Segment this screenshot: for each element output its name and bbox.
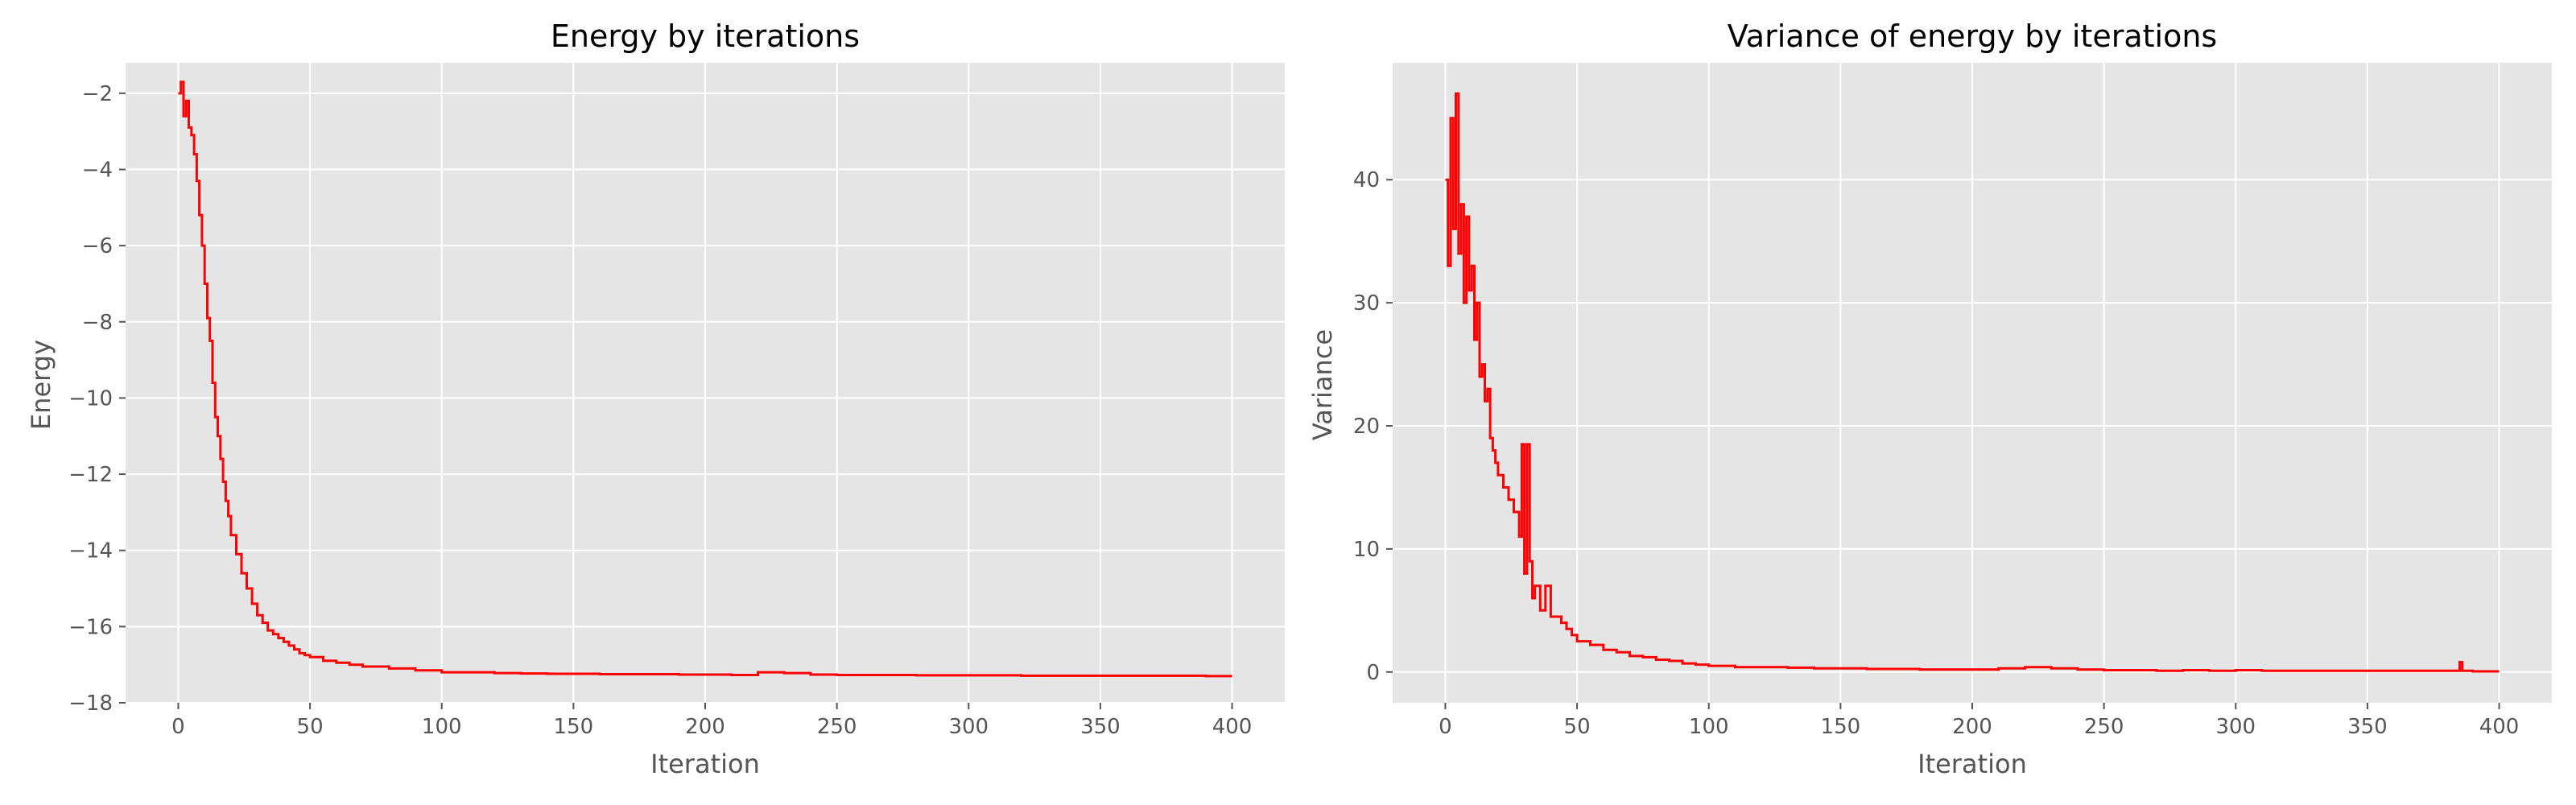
energy-x-tick-label: 300 [948, 715, 989, 739]
variance-x-tick-label: 300 [2215, 715, 2256, 739]
variance-x-tick-label: 50 [1564, 715, 1591, 739]
variance-x-tick-label: 150 [1821, 715, 1861, 739]
variance-chart-panel: Variance of energy by iterations Iterati… [1307, 19, 2552, 779]
variance-y-tick-label: 40 [1353, 168, 1380, 192]
energy-x-tick-label: 100 [422, 715, 462, 739]
energy-chart-panel: Energy by iterations Iteration Energy 0 5… [26, 19, 1285, 779]
variance-x-tick-label: 350 [2347, 715, 2388, 739]
energy-chart-ylabel: Energy [26, 340, 56, 430]
energy-y-tick-label: −12 [68, 463, 113, 487]
energy-y-tick-label: −18 [68, 691, 113, 716]
variance-x-tick-label: 400 [2479, 715, 2520, 739]
variance-chart-title: Variance of energy by iterations [1728, 19, 2217, 54]
variance-x-tick-label: 0 [1439, 715, 1452, 739]
energy-x-tick-label: 0 [171, 715, 185, 739]
variance-x-tick-label: 250 [2084, 715, 2124, 739]
energy-x-tick-label: 400 [1212, 715, 1253, 739]
energy-chart-title: Energy by iterations [551, 19, 860, 54]
energy-x-tick-label: 200 [685, 715, 725, 739]
energy-y-tick-label: −6 [82, 234, 113, 258]
variance-y-tick-label: 30 [1353, 291, 1380, 316]
variance-chart-xlabel: Iteration [1918, 749, 2027, 779]
energy-x-tick-label: 250 [817, 715, 857, 739]
energy-x-tick-label: 350 [1080, 715, 1121, 739]
variance-y-tick-label: 0 [1366, 661, 1380, 685]
energy-y-tick-label: −4 [82, 159, 113, 183]
energy-y-tick-label: −8 [82, 311, 113, 335]
variance-chart-ylabel: Variance [1307, 329, 1338, 440]
variance-series-line [1445, 92, 2500, 673]
energy-x-tick-label: 150 [554, 715, 594, 739]
energy-y-tick-label: −14 [68, 539, 113, 564]
energy-y-tick-label: −10 [68, 386, 113, 411]
variance-y-tick-label: 20 [1353, 415, 1380, 439]
energy-x-tick-label: 50 [297, 715, 324, 739]
variance-x-tick-label: 200 [1952, 715, 1992, 739]
energy-y-tick-label: −16 [68, 615, 113, 639]
energy-chart-xlabel: Iteration [650, 749, 760, 779]
variance-x-tick-label: 100 [1689, 715, 1729, 739]
variance-y-tick-label: 10 [1353, 538, 1380, 562]
energy-series-line [178, 80, 1232, 678]
energy-grid [126, 63, 1285, 704]
variance-grid [1393, 63, 2552, 703]
energy-y-tick-label: −2 [82, 82, 113, 106]
